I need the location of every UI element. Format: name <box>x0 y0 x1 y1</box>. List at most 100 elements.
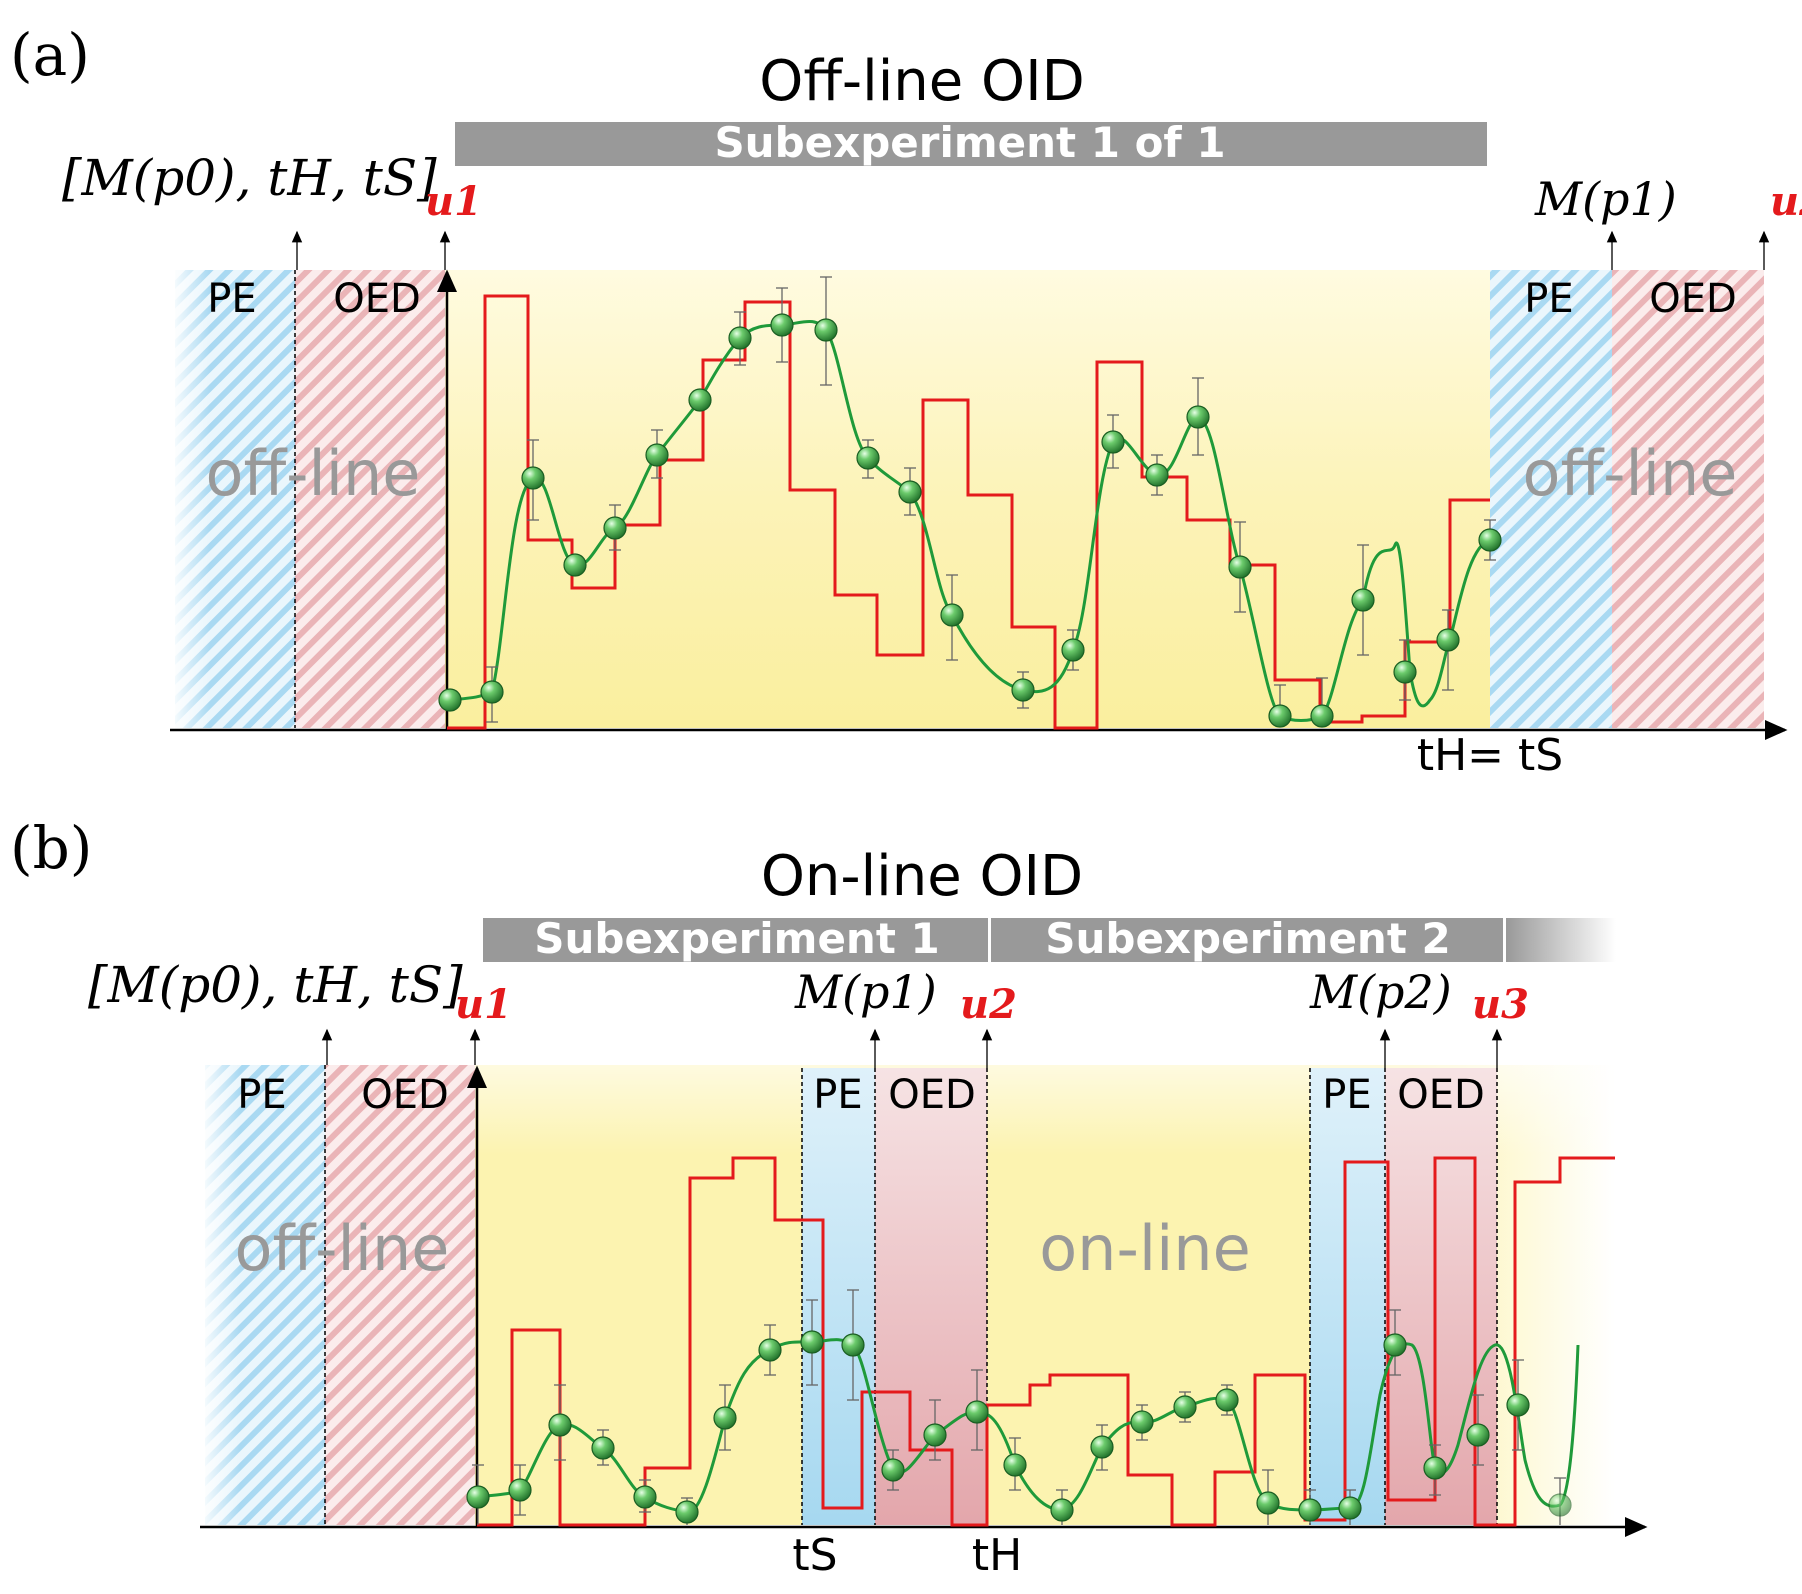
initial-label-a: [M(p0), tH, tS] <box>62 149 437 207</box>
subexperiment-bar-b-2 <box>991 918 1503 962</box>
green-sphere-marker <box>1145 463 1169 487</box>
input-u1-b: u1 <box>455 981 512 1028</box>
green-sphere-marker <box>438 688 462 712</box>
green-sphere-marker <box>688 388 712 412</box>
green-sphere-marker <box>770 313 794 337</box>
subexperiment-bar-a-label: Subexperiment 1 of 1 <box>714 118 1225 167</box>
oed-zone-b-1 <box>875 1068 987 1525</box>
pe-zone-b-1 <box>802 1068 875 1525</box>
initial-label-b: [M(p0), tH, tS] <box>88 956 463 1014</box>
green-sphere-marker <box>1478 528 1502 552</box>
green-sphere-marker <box>1298 1498 1322 1522</box>
green-sphere-marker <box>1338 1496 1362 1520</box>
green-sphere-marker <box>728 326 752 350</box>
green-sphere-marker <box>1506 1393 1530 1417</box>
green-sphere-marker <box>758 1338 782 1362</box>
oed-zone-left-b <box>325 1065 475 1525</box>
input-u1-a: u1 <box>425 178 482 225</box>
panel-b: (b) On-line OID Subexperiment 1 Subexper… <box>10 814 1648 1581</box>
green-sphere-marker <box>898 480 922 504</box>
oed-zone-b-2 <box>1385 1068 1497 1525</box>
oed-zone-left-a <box>295 270 445 728</box>
green-sphere-marker <box>1173 1395 1197 1419</box>
green-sphere-marker <box>965 1400 989 1424</box>
input-u3-b: u3 <box>1472 981 1529 1028</box>
green-sphere-marker <box>856 446 880 470</box>
green-sphere-marker <box>1186 405 1210 429</box>
offline-text-a-right: off-line <box>1523 437 1738 510</box>
input-signal-b <box>477 1156 1615 1527</box>
green-sphere-marker <box>1003 1453 1027 1477</box>
time-label-ts-b: tS <box>792 1530 837 1581</box>
green-sphere-marker <box>800 1330 824 1354</box>
pe-zone-b-2 <box>1310 1068 1385 1525</box>
green-sphere-marker <box>1548 1493 1572 1517</box>
green-sphere-marker <box>591 1436 615 1460</box>
green-sphere-marker <box>521 466 545 490</box>
data-points-b <box>466 1330 1572 1524</box>
oed-label-b-1: OED <box>888 1072 976 1118</box>
pe-zone-right-a <box>1490 270 1612 728</box>
green-sphere-marker <box>923 1423 947 1447</box>
pe-label-a-right: PE <box>1524 276 1573 322</box>
green-sphere-marker <box>466 1485 490 1509</box>
green-sphere-marker <box>563 553 587 577</box>
green-sphere-marker <box>508 1478 532 1502</box>
green-sphere-marker <box>713 1406 737 1430</box>
green-sphere-marker <box>675 1500 699 1524</box>
green-sphere-marker <box>1393 660 1417 684</box>
data-points-a <box>438 313 1502 728</box>
green-sphere-marker <box>1256 1491 1280 1515</box>
green-sphere-marker <box>1050 1498 1074 1522</box>
input-u2-a: u2 <box>1770 178 1802 225</box>
green-sphere-marker <box>1011 678 1035 702</box>
subexperiment-bar-b-2-label: Subexperiment 2 <box>1045 914 1451 963</box>
pe-label-a-left: PE <box>207 276 256 322</box>
online-text-b: on-line <box>1039 1212 1251 1285</box>
offline-text-b: off-line <box>235 1212 450 1285</box>
panel-a: (a) Off-line OID Subexperiment 1 of 1 [M… <box>10 21 1802 781</box>
time-label-th-b: tH <box>972 1530 1022 1581</box>
green-sphere-marker <box>1061 638 1085 662</box>
green-sphere-marker <box>1383 1333 1407 1357</box>
green-sphere-marker <box>1215 1388 1239 1412</box>
oed-label-a-left: OED <box>333 276 421 322</box>
green-sphere-marker <box>814 318 838 342</box>
green-sphere-marker <box>1351 588 1375 612</box>
input-u2-b: u2 <box>960 981 1017 1028</box>
green-sphere-marker <box>1130 1410 1154 1434</box>
model-label-b-1: M(p1) <box>794 965 937 1019</box>
green-sphere-marker <box>633 1485 657 1509</box>
pe-label-b-2: PE <box>1322 1072 1371 1118</box>
oed-label-b-2: OED <box>1397 1072 1485 1118</box>
green-sphere-marker <box>841 1333 865 1357</box>
panel-a-label: (a) <box>10 21 90 89</box>
subexperiment-bar-b-1-label: Subexperiment 1 <box>534 914 940 963</box>
panel-a-title: Off-line OID <box>759 49 1084 114</box>
subexperiment-bar-a <box>455 122 1487 166</box>
model-label-b-2: M(p2) <box>1309 965 1452 1019</box>
subexperiment-bar-b-1 <box>483 918 988 962</box>
green-sphere-marker <box>1090 1435 1114 1459</box>
offline-text-a-left: off-line <box>206 437 421 510</box>
oed-zone-right-a <box>1612 270 1764 728</box>
green-sphere-marker <box>940 603 964 627</box>
time-label-a: tH= tS <box>1417 730 1563 781</box>
green-sphere-marker <box>1466 1423 1490 1447</box>
green-sphere-marker <box>480 680 504 704</box>
experiment-zone-a <box>445 270 1490 728</box>
pe-label-b-left: PE <box>237 1072 286 1118</box>
pe-label-b-1: PE <box>813 1072 862 1118</box>
green-sphere-marker <box>1310 704 1334 728</box>
green-sphere-marker <box>603 516 627 540</box>
green-sphere-marker <box>881 1458 905 1482</box>
green-sphere-marker <box>548 1413 572 1437</box>
green-sphere-marker <box>1268 704 1292 728</box>
subexperiment-bar-b-3 <box>1506 918 1616 962</box>
green-sphere-marker <box>1101 430 1125 454</box>
green-sphere-marker <box>645 443 669 467</box>
green-sphere-marker <box>1228 555 1252 579</box>
panel-b-title: On-line OID <box>761 844 1083 909</box>
panel-b-label: (b) <box>10 814 92 882</box>
